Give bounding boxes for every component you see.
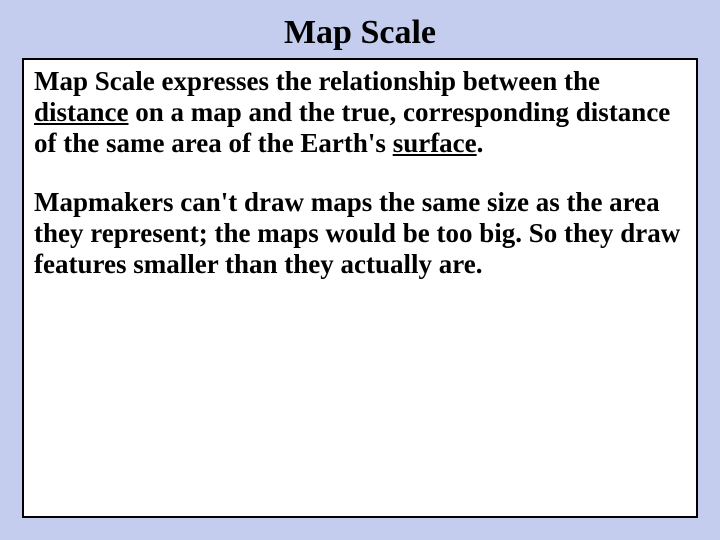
underlined-text: distance — [34, 97, 129, 127]
slide: Map Scale Map Scale expresses the relati… — [0, 0, 720, 540]
text-run: Map Scale expresses the relationship bet… — [34, 66, 600, 96]
text-run: . — [477, 128, 484, 158]
paragraph-2: Mapmakers can't draw maps the same size … — [34, 187, 686, 280]
slide-title: Map Scale — [22, 14, 698, 52]
underlined-text: surface — [393, 128, 477, 158]
paragraph-1: Map Scale expresses the relationship bet… — [34, 66, 686, 159]
content-box: Map Scale expresses the relationship bet… — [22, 58, 698, 518]
text-run: Mapmakers can't draw maps the same size … — [34, 187, 680, 279]
text-run: on a map and the true, corresponding dis… — [34, 97, 670, 158]
